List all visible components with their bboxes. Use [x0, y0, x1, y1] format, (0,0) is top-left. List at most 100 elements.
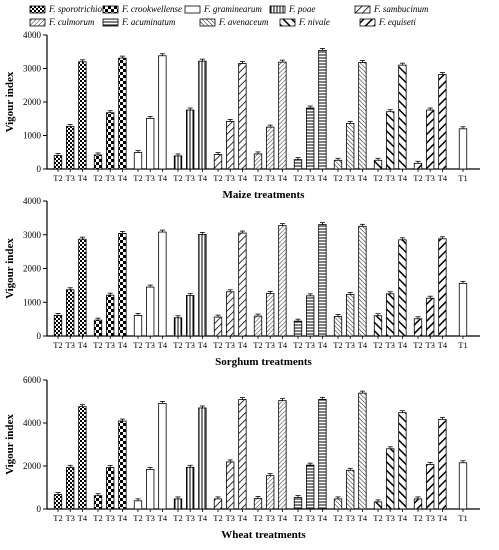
- bar-f-equiseti-t3: [426, 464, 435, 510]
- bar-f-sambucinum-t4: [238, 232, 247, 337]
- bar-f-equiseti-t2: [413, 162, 423, 170]
- y-tick-label: 4000: [23, 418, 42, 428]
- x-tick-label: T3: [185, 340, 194, 350]
- x-tick-label: T3: [225, 340, 234, 350]
- x-tick-label: T2: [413, 173, 422, 183]
- bar-f-poae-t3: [186, 466, 195, 510]
- x-tick-label: T3: [305, 173, 314, 183]
- x-tick-label: T3: [345, 513, 354, 523]
- bar-f-sporotrichioides-t3: [66, 126, 75, 170]
- x-tick-label: T4: [438, 513, 448, 523]
- bar-f-avenaceum-t4: [358, 225, 367, 337]
- bar-f-crookwellense-t4: [118, 232, 127, 337]
- bar-f-sporotrichioides-t2: [53, 494, 63, 510]
- bar-f-crookwellense-t4: [118, 57, 127, 170]
- x-tick-label: T2: [133, 340, 142, 350]
- legend-label: F. graminearum: [203, 4, 262, 14]
- bar-f-acuminatum-t3: [306, 295, 315, 337]
- bar-f-culmorum-t3: [266, 293, 275, 337]
- bar-f-avenaceum-t2: [333, 498, 343, 510]
- bar-f-avenaceum-t2: [333, 316, 343, 337]
- bar-f-culmorum-t4: [278, 400, 287, 510]
- legend-item-f-acuminatum: F. acuminatum: [102, 17, 176, 27]
- sorghum-chart: 0 1000 2000 3000 4000 Vigour index Sorghum tre…: [4, 196, 480, 368]
- bar-f-acuminatum-t2: [293, 320, 303, 337]
- bar-f-poae-t2: [173, 498, 183, 510]
- bar-f-nivale-t2: [373, 159, 383, 170]
- bar-f-graminearum-t3: [146, 469, 155, 510]
- legend-item-f-sambucinum: F. sambucinum: [354, 4, 429, 14]
- bar-f-poae-t2: [173, 155, 183, 170]
- bar-f-culmorum-t3: [266, 475, 275, 510]
- bar-control-t1: [458, 462, 468, 510]
- x-tick-label: T3: [145, 340, 154, 350]
- x-tick-label: T3: [185, 513, 194, 523]
- x-tick-label: T4: [158, 340, 168, 350]
- legend-swatch: [29, 5, 46, 14]
- x-tick-label: T3: [425, 173, 434, 183]
- bar-f-avenaceum-t2: [333, 159, 343, 170]
- x-tick-label: T3: [185, 173, 194, 183]
- x-tick-label: T3: [305, 340, 314, 350]
- bar-f-sporotrichioides-t3: [66, 466, 75, 510]
- x-tick-label: T3: [105, 173, 114, 183]
- x-axis-title: Maize treatments: [223, 189, 306, 201]
- legend-swatch: [199, 18, 216, 27]
- legend-swatch: [354, 5, 371, 14]
- x-tick-label: T2: [213, 513, 222, 523]
- y-tick-label: 3000: [23, 230, 42, 240]
- x-tick-label: T3: [265, 340, 274, 350]
- x-tick-label: T4: [278, 173, 288, 183]
- x-tick-label: T3: [65, 340, 74, 350]
- bar-f-sambucinum-t2: [213, 498, 223, 510]
- bar-f-acuminatum-t4: [318, 224, 327, 337]
- x-tick-label: T4: [358, 173, 368, 183]
- bar-f-equiseti-t2: [413, 318, 423, 337]
- bar-f-acuminatum-t4: [318, 398, 327, 510]
- x-tick-label: T2: [333, 513, 342, 523]
- y-tick-label: 4000: [23, 30, 42, 40]
- y-axis-title: Vigour index: [4, 71, 16, 132]
- bar-f-culmorum-t2: [253, 315, 263, 337]
- bar-f-avenaceum-t3: [346, 469, 355, 510]
- bar-f-poae-t3: [186, 109, 195, 170]
- legend-label: F. sporotrichioides: [48, 4, 117, 14]
- bar-f-sambucinum-t2: [213, 154, 223, 170]
- bar-f-graminearum-t4: [158, 403, 167, 510]
- bar-f-culmorum-t2: [253, 153, 263, 170]
- x-tick-label: T4: [278, 513, 288, 523]
- bar-f-graminearum-t2: [133, 315, 143, 337]
- x-tick-label: T3: [385, 340, 394, 350]
- x-tick-label: T4: [78, 173, 88, 183]
- y-tick-label: 3000: [23, 64, 42, 74]
- x-tick-label: T2: [93, 340, 102, 350]
- wheat-chart: 0 2000 4000 6000 Vigour index Wheat treatment…: [4, 375, 480, 541]
- bar-f-equiseti-t3: [426, 297, 435, 337]
- x-tick-label: T4: [158, 513, 168, 523]
- x-tick-label: T3: [105, 340, 114, 350]
- legend-swatch: [102, 18, 119, 27]
- bar-f-poae-t4: [198, 234, 207, 337]
- x-axis-title: Wheat treatments: [221, 529, 306, 541]
- x-tick-label: T3: [145, 173, 154, 183]
- x-tick-label: T4: [238, 173, 248, 183]
- bar-f-crookwellense-t3: [106, 467, 115, 510]
- legend-label: F. sambucinum: [373, 4, 429, 14]
- x-tick-label: T4: [118, 513, 128, 523]
- bar-f-sporotrichioides-t2: [53, 315, 63, 337]
- x-tick-label: T2: [373, 513, 382, 523]
- x-tick-label: T4: [198, 173, 208, 183]
- x-tick-label: T4: [438, 173, 448, 183]
- x-tick-label: T2: [93, 513, 102, 523]
- x-tick-label: T2: [53, 340, 62, 350]
- x-tick-label: T2: [133, 173, 142, 183]
- bar-f-sporotrichioides-t4: [78, 238, 87, 337]
- bar-f-equiseti-t4: [438, 418, 447, 510]
- legend-swatch: [269, 5, 286, 14]
- x-tick-label: T2: [253, 513, 262, 523]
- x-tick-label: T4: [118, 173, 128, 183]
- bar-control-t1: [458, 282, 468, 337]
- x-tick-label: T4: [198, 513, 208, 523]
- x-tick-label: T4: [158, 173, 168, 183]
- x-tick-label: T3: [265, 513, 274, 523]
